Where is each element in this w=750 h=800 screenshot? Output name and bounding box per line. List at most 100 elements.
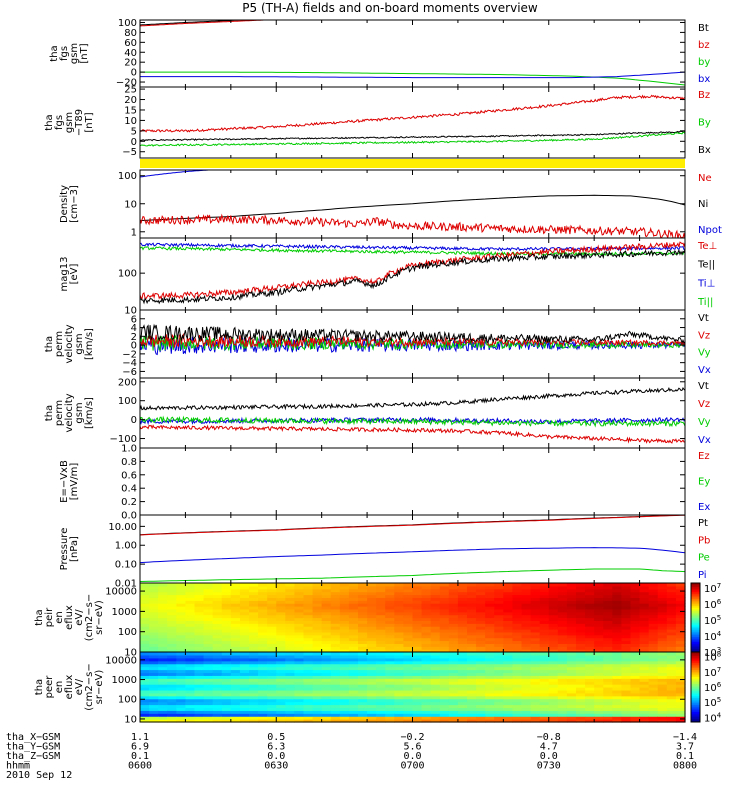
peer-colorbar-label: 107 (704, 666, 721, 679)
efield-ylabel: E=−VxB (59, 460, 70, 503)
spectrogram-peer: 10 100 1000 10000 tha peer en eflux eV/(cm2−s− sr… (34, 651, 722, 726)
vel-ylabel: [km/s] (84, 397, 95, 429)
vel-frame (139, 377, 686, 449)
panel-efield: 0.0 0.2 0.4 0.6 0.8 1.0 E=−VxB [mV/m] Ez Ey Ex (59, 444, 710, 522)
fgs_t89-legend-1: Bz (698, 90, 710, 101)
peer-colorbar-label: 105 (704, 696, 721, 709)
fgs_t89-ylabel: fgs (54, 115, 65, 130)
peer-ylabel: (cm2−s− (84, 663, 95, 710)
vel-series-1 (140, 416, 685, 426)
peir-ytick-label: 10 (124, 648, 137, 659)
efield-ytick-label: 0.8 (121, 457, 137, 468)
date-label: 2010 Sep 12 (6, 770, 72, 781)
density-legend-2: Ni (698, 199, 708, 210)
vel_perp-series-4 (140, 323, 685, 345)
vel-ytick-label: −100 (110, 434, 137, 445)
vel-series-4 (140, 386, 685, 411)
footer-row-label: tha_X−GSM (6, 732, 60, 743)
pressure-legend-2: Pb (698, 535, 710, 546)
footer-value: 6.9 (131, 742, 149, 753)
peer-ylabel: eflux (64, 675, 75, 700)
vel_perp-legend-4: Vx (698, 365, 711, 376)
fgs_gsm-ytick-label: 100 (118, 18, 137, 29)
fgs_gsm-ytick-label: 0 (131, 68, 137, 79)
footer-row-label: tha_Z−GSM (6, 751, 60, 762)
vel_perp-ylabel: gsm (74, 333, 85, 354)
efield-ytick-label: 1.0 (121, 444, 137, 455)
efield-legend-3: Ex (698, 502, 710, 513)
peir-ylabel: en (54, 611, 65, 624)
vel_perp-ytick-label: −4 (122, 358, 137, 369)
footer-value: 0.0 (267, 751, 285, 762)
temperature-ytick-label: 100 (118, 269, 137, 280)
footer-value: −1.4 (673, 732, 697, 743)
panel-temperature: 10 100 mag13 [eV] Te⊥ Te|| Ti⊥ Ti|| (59, 237, 717, 317)
fgs_gsm-ylabel: gsm (69, 43, 80, 64)
efield-ytick-label: 0.2 (121, 497, 137, 508)
fgs_gsm-legend-1: Bt (698, 23, 709, 34)
fgs_gsm-legend-3: by (698, 57, 710, 68)
vel-ytick-label: 0 (131, 415, 137, 426)
footer-value: −0.8 (537, 732, 561, 743)
pressure-ytick-label: 10.00 (108, 522, 137, 533)
vel_perp-ylabel: perm (54, 331, 65, 357)
density-ylabel: Density (59, 185, 70, 223)
vel_perp-ylabel: [km/s] (84, 328, 95, 360)
fgs_t89-ylabel: tha (44, 114, 55, 130)
vel_perp-ytick-label: −2 (122, 349, 137, 360)
vel-ylabel: tha (44, 405, 55, 421)
fgs_t89-series-1 (140, 94, 685, 133)
fgs_t89-legend-3: Bx (698, 145, 711, 156)
peir-ylabel: eflux (64, 605, 75, 630)
density-ytick-label: 1 (131, 227, 137, 238)
pressure-ytick-label: 0.10 (115, 560, 137, 571)
fgs_t89-ytick-label: 0 (131, 137, 137, 148)
pressure-legend-4: Pi (698, 570, 707, 581)
temperature-ytick-label: 10 (124, 306, 137, 317)
fgs_t89-legend-2: By (698, 118, 711, 129)
footer-value: 0600 (128, 761, 152, 772)
temperature-series-1 (140, 242, 685, 252)
footer-value: 1.1 (131, 732, 149, 743)
peir-ylabel: eV/ (74, 609, 85, 626)
vel_perp-legend-2: Vz (698, 330, 710, 341)
pressure-ytick-label: 0.01 (115, 579, 137, 590)
temperature-ylabel: mag13 (59, 257, 70, 292)
peer-ytick-label: 10000 (105, 655, 137, 666)
vel-ytick-label: 200 (118, 377, 137, 388)
footer-value: 0.1 (676, 751, 694, 762)
density-ylabel: [cm−3] (69, 185, 80, 223)
peer-ylabel: tha (34, 679, 45, 695)
efield-legend-1: Ez (698, 451, 710, 462)
peir-colorbar-label: 104 (704, 630, 722, 643)
fgs_gsm-series-4 (140, 71, 685, 79)
vel-ylabel: velocity (64, 393, 75, 432)
pressure-series-2 (140, 515, 685, 536)
density-legend-1: Ne (698, 173, 712, 184)
fgs_t89-series-3 (140, 131, 685, 147)
peir-colorbar-label: 106 (704, 598, 722, 611)
peir-ylabel: sr−eV) (94, 600, 105, 635)
vel-legend-3: Vy (698, 417, 711, 428)
footer-value: 4.7 (540, 742, 558, 753)
footer-value: 6.3 (267, 742, 285, 753)
pressure-ylabel: [nPa] (69, 536, 80, 562)
peer-ytick-label: 1000 (112, 675, 137, 686)
fgs_t89-ylabel: [nT] (84, 112, 95, 132)
peer-colorbar-label: 108 (704, 651, 721, 664)
density-series-3 (140, 213, 685, 238)
fgs_t89-ytick-label: 20 (124, 95, 137, 106)
vel_perp-ytick-label: 2 (131, 332, 137, 343)
footer-value: 0800 (673, 761, 697, 772)
temperature-legend-4: Ti|| (697, 297, 713, 308)
vel_perp-ytick-label: 0 (131, 341, 137, 352)
density-legend-3: Npot (698, 225, 722, 236)
fgs_t89-ylabel: gsm (64, 112, 75, 133)
footer-value: 0.0 (540, 751, 558, 762)
spectrogram-peir: 10 100 1000 10000 tha peir en eflux eV/(cm2−s− sr… (34, 582, 722, 659)
footer-value: 3.7 (676, 742, 694, 753)
